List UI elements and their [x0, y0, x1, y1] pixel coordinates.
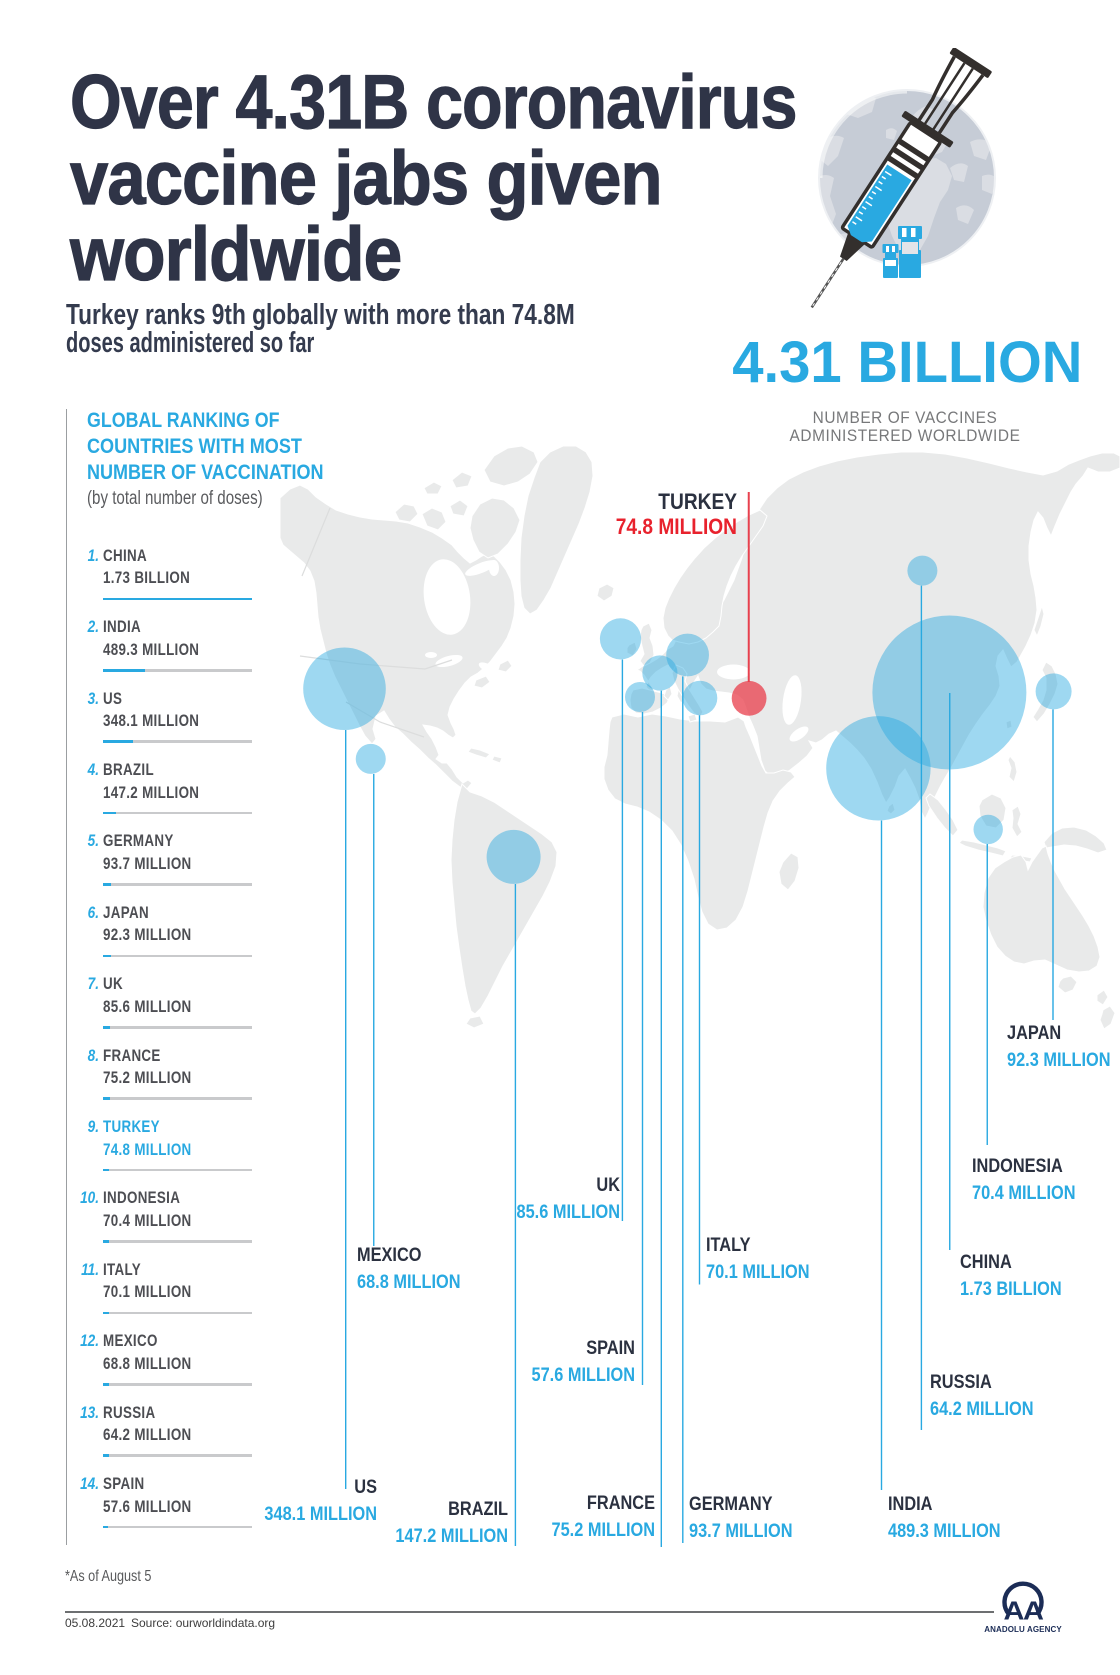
svg-text:ANADOLU AGENCY: ANADOLU AGENCY [984, 1625, 1062, 1634]
svg-text:AA: AA [1004, 1596, 1044, 1625]
